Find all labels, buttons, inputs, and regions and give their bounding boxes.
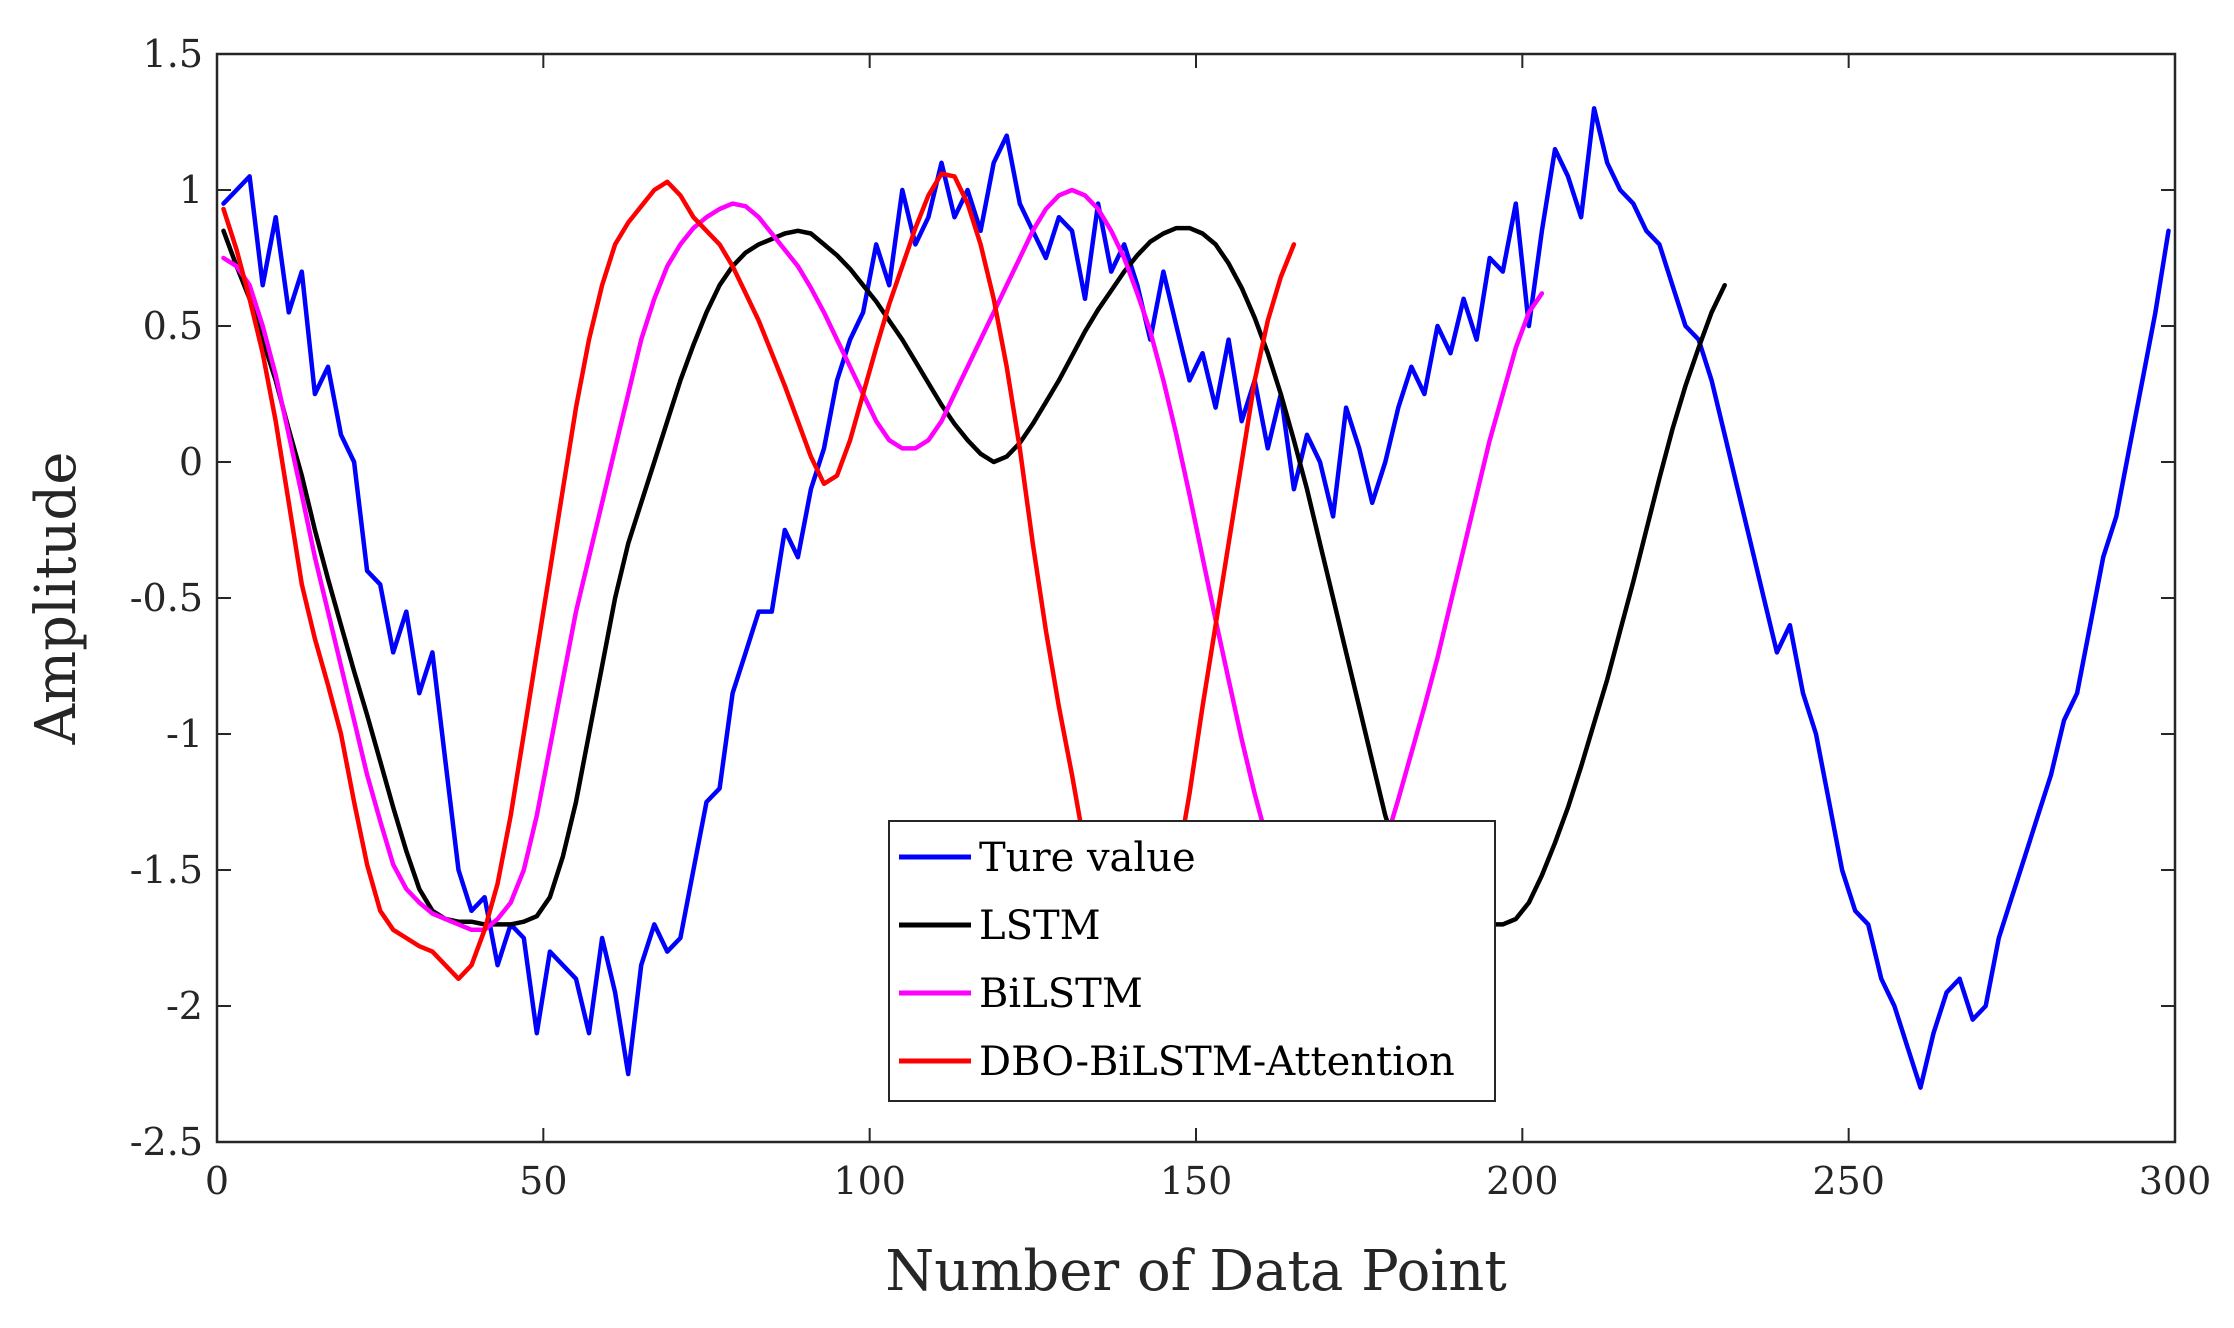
y-tick-label: 0 — [179, 440, 203, 484]
x-tick-label: 0 — [205, 1159, 229, 1203]
legend-box — [888, 820, 1496, 1102]
y-tick-label: -2 — [166, 984, 203, 1028]
x-tick-label: 300 — [2139, 1159, 2212, 1203]
y-tick-label: -1.5 — [130, 848, 203, 892]
y-axis-label: Amplitude — [24, 452, 89, 746]
y-tick-label: -0.5 — [130, 576, 203, 620]
y-tick-label: -2.5 — [130, 1120, 203, 1164]
legend-label-lstm: LSTM — [979, 903, 1101, 949]
x-tick-label: 200 — [1486, 1159, 1559, 1203]
x-tick-label: 100 — [833, 1159, 906, 1203]
legend-label-dbo-bilstm-attention: DBO-BiLSTM-Attention — [979, 1039, 1455, 1085]
x-tick-label: 150 — [1160, 1159, 1233, 1203]
x-tick-label: 250 — [1812, 1159, 1885, 1203]
legend-label-bilstm: BiLSTM — [979, 971, 1143, 1017]
x-axis-label: Number of Data Point — [885, 1239, 1507, 1304]
legend: Ture value LSTM BiLSTM DBO-BiLSTM-Attention — [888, 820, 1496, 1102]
y-tick-label: -1 — [166, 712, 203, 756]
y-tick-label: 1.5 — [143, 32, 203, 76]
legend-label-ture-value: Ture value — [979, 835, 1196, 881]
axis-ticks: 0 50 100 150 200 250 300 -2.5 -2 -1.5 -1 -0.5 0 0.5 1 1… — [130, 32, 2212, 1203]
x-tick-label: 50 — [519, 1159, 567, 1203]
y-tick-label: 1 — [179, 168, 203, 212]
y-tick-label: 0.5 — [143, 304, 203, 348]
series-line-ture-value — [221, 106, 2171, 1090]
